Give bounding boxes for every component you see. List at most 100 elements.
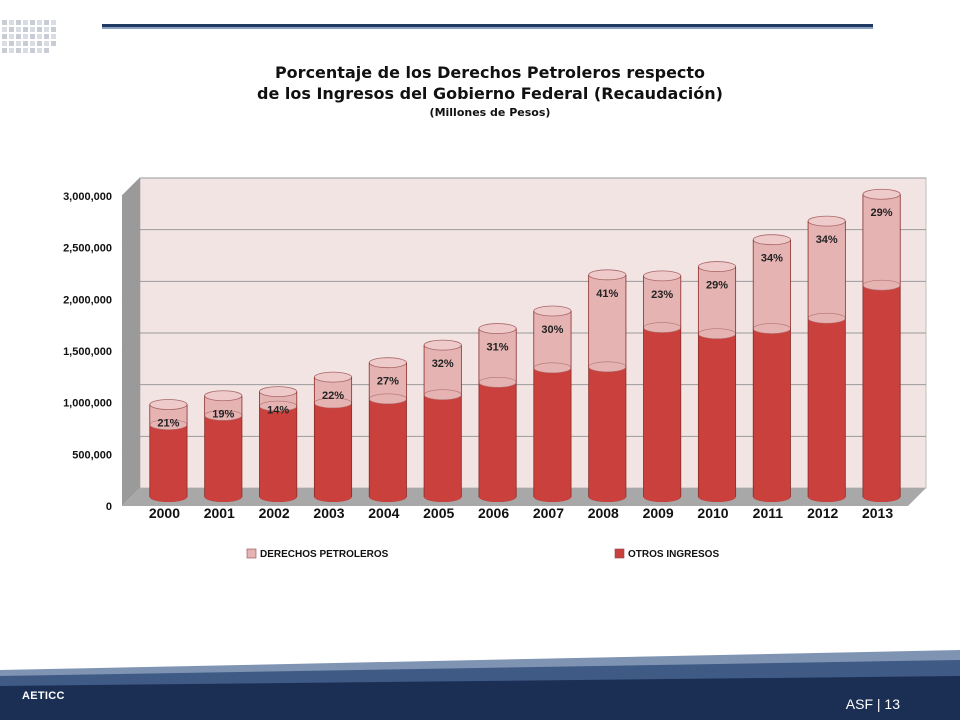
- data-label: 29%: [706, 280, 728, 292]
- x-tick-label: 2003: [313, 505, 344, 521]
- bar-derechos-bottom: [643, 322, 682, 333]
- bar-otros-ingresos: [259, 406, 297, 497]
- chart-floor: [122, 488, 926, 506]
- gridline-depth: [121, 229, 141, 249]
- bar-otros-bottom: [862, 492, 901, 502]
- bar-derechos-bottom: [478, 377, 517, 388]
- data-label: 41%: [596, 288, 618, 300]
- gridline-depth: [121, 280, 141, 300]
- bar-otros-bottom: [533, 492, 572, 502]
- bar-derechos-top: [204, 390, 243, 402]
- bar-otros-ingresos: [149, 424, 188, 497]
- bar-derechos-petroleros: [204, 395, 242, 416]
- bar-otros-ingresos: [808, 318, 846, 497]
- footer-org-label: AETICC: [22, 690, 65, 702]
- bar-otros-ingresos: [643, 327, 681, 497]
- bar-derechos-bottom: [698, 328, 736, 340]
- y-tick-label: 2,000,000: [63, 294, 112, 306]
- data-label: 29%: [871, 207, 893, 219]
- bar-otros-bottom: [369, 492, 407, 502]
- bar-derechos-bottom: [588, 361, 627, 373]
- bar-derechos-top: [423, 339, 462, 351]
- data-label: 21%: [157, 418, 179, 430]
- data-label: 32%: [432, 358, 454, 370]
- chart-title-line-2: de los Ingresos del Gobierno Federal (Re…: [257, 84, 723, 103]
- bar-otros-bottom: [259, 492, 297, 502]
- bar-otros-ingresos: [588, 366, 626, 497]
- bar-otros-bottom: [149, 492, 188, 502]
- legend-label: OTROS INGRESOS: [628, 549, 719, 560]
- bar-derechos-petroleros: [424, 345, 462, 395]
- legend-swatch: [246, 548, 257, 559]
- decorative-dot-grid: [2, 20, 56, 53]
- y-tick-label: 1,000,000: [63, 398, 112, 410]
- bar-otros-ingresos: [753, 328, 791, 497]
- bar-otros-bottom: [753, 492, 791, 502]
- gridline-depth: [121, 435, 141, 455]
- y-tick-label: 0: [106, 501, 112, 513]
- bar-derechos-bottom: [807, 312, 846, 324]
- data-label: 30%: [541, 324, 563, 336]
- bar-otros-bottom: [643, 492, 681, 502]
- bar-otros-ingresos: [369, 398, 407, 497]
- bar-derechos-top: [807, 215, 846, 227]
- bar-derechos-top: [862, 188, 901, 200]
- bar-derechos-top: [697, 261, 737, 272]
- footer-band: [0, 650, 960, 720]
- y-tick-label: 500,000: [72, 449, 112, 461]
- legend-derechos-petroleros: DERECHOS PETROLEROS: [246, 548, 389, 560]
- bar-derechos-bottom: [752, 323, 791, 334]
- bar-derechos-petroleros: [753, 239, 791, 329]
- x-tick-label: 2008: [588, 505, 619, 521]
- x-tick-label: 2000: [149, 505, 180, 521]
- bar-otros-ingresos: [478, 382, 517, 497]
- bar-derechos-top: [588, 269, 627, 281]
- x-tick-label: 2001: [204, 505, 235, 521]
- x-tick-label: 2010: [697, 505, 728, 521]
- bar-derechos-bottom: [368, 393, 407, 405]
- chart-title: Porcentaje de los Derechos Petroleros re…: [220, 62, 760, 121]
- bar-otros-ingresos: [314, 402, 352, 497]
- legend-otros-ingresos: OTROS INGRESOS: [614, 548, 719, 560]
- bar-derechos-petroleros: [862, 194, 901, 286]
- bar-derechos-top: [368, 357, 407, 369]
- bar-otros-ingresos: [204, 415, 242, 497]
- bar-otros-ingresos: [862, 285, 901, 497]
- bar-otros-bottom: [698, 492, 736, 502]
- data-label: 22%: [322, 390, 344, 402]
- bar-otros-ingresos: [698, 333, 736, 497]
- bar-otros-bottom: [314, 492, 352, 502]
- bar-otros-ingresos: [533, 367, 572, 497]
- y-tick-label: 2,500,000: [63, 243, 112, 255]
- bar-otros-bottom: [808, 492, 846, 502]
- y-tick-label: 1,500,000: [63, 346, 112, 358]
- x-tick-label: 2013: [862, 505, 893, 521]
- bar-otros-bottom: [424, 492, 462, 502]
- bar-derechos-petroleros: [808, 221, 846, 319]
- data-label: 19%: [212, 409, 234, 421]
- legend-label: DERECHOS PETROLEROS: [260, 549, 389, 560]
- data-label: 34%: [816, 234, 838, 246]
- bar-derechos-petroleros: [149, 404, 188, 425]
- legend-swatch: [614, 548, 625, 559]
- x-tick-label: 2005: [423, 505, 454, 521]
- bar-derechos-top: [313, 371, 353, 383]
- bar-derechos-top: [259, 386, 298, 398]
- x-tick-label: 2009: [643, 505, 674, 521]
- bar-derechos-bottom: [862, 279, 901, 291]
- bar-otros-bottom: [204, 492, 242, 502]
- bar-derechos-top: [643, 270, 682, 282]
- bar-derechos-bottom: [533, 362, 572, 374]
- bar-derechos-petroleros: [698, 266, 736, 334]
- bar-otros-ingresos: [424, 394, 462, 497]
- bar-derechos-top: [752, 234, 791, 246]
- x-tick-label: 2012: [807, 505, 838, 521]
- x-tick-label: 2002: [259, 505, 290, 521]
- bar-derechos-top: [149, 399, 188, 410]
- bar-derechos-petroleros: [533, 311, 572, 368]
- bar-derechos-bottom: [423, 389, 462, 400]
- bar-derechos-petroleros: [643, 275, 681, 328]
- x-tick-label: 2004: [368, 505, 399, 521]
- gridline-depth: [121, 177, 141, 197]
- bar-otros-bottom: [588, 492, 626, 502]
